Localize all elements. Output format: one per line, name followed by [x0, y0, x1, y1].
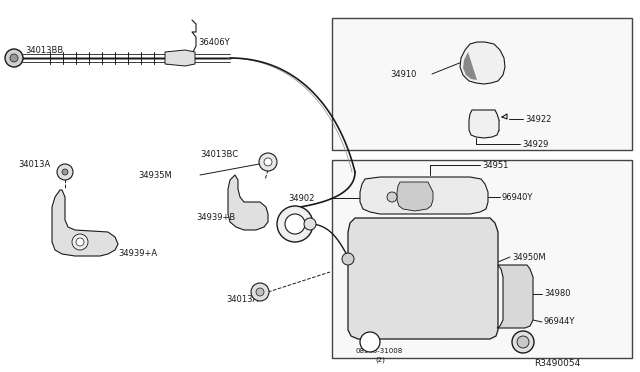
Text: 34935M: 34935M — [138, 170, 172, 180]
Circle shape — [387, 192, 397, 202]
Text: 34939+A: 34939+A — [118, 250, 157, 259]
Circle shape — [264, 158, 272, 166]
Circle shape — [259, 153, 277, 171]
Circle shape — [285, 214, 305, 234]
Text: (2): (2) — [375, 357, 385, 363]
Text: 34922: 34922 — [525, 115, 552, 124]
Circle shape — [5, 49, 23, 67]
Text: 34013BC: 34013BC — [200, 150, 238, 158]
Polygon shape — [348, 218, 498, 339]
Polygon shape — [463, 52, 477, 80]
Text: 2: 2 — [367, 337, 372, 346]
Text: 34950M: 34950M — [512, 253, 546, 262]
Text: 36406Y: 36406Y — [198, 38, 230, 46]
Circle shape — [251, 283, 269, 301]
Bar — [332, 18, 632, 150]
Circle shape — [512, 331, 534, 353]
Circle shape — [277, 206, 313, 242]
Text: 34013A: 34013A — [226, 295, 259, 305]
Text: 34951: 34951 — [482, 160, 508, 170]
Text: 34013BB: 34013BB — [25, 45, 63, 55]
Polygon shape — [469, 110, 499, 138]
Text: 34902: 34902 — [288, 193, 314, 202]
Text: 08543-31008: 08543-31008 — [355, 348, 403, 354]
Circle shape — [57, 164, 73, 180]
Circle shape — [360, 332, 380, 352]
Polygon shape — [165, 50, 195, 66]
Circle shape — [256, 288, 264, 296]
Text: 34980: 34980 — [544, 289, 570, 298]
Circle shape — [342, 253, 354, 265]
Text: R3490054: R3490054 — [534, 359, 580, 369]
Polygon shape — [397, 182, 433, 211]
Text: 34013A: 34013A — [18, 160, 51, 169]
Circle shape — [517, 336, 529, 348]
Circle shape — [76, 238, 84, 246]
Polygon shape — [497, 265, 533, 328]
Text: 34929: 34929 — [522, 140, 548, 148]
Circle shape — [62, 169, 68, 175]
Text: 34939+B: 34939+B — [196, 212, 236, 221]
Polygon shape — [460, 42, 505, 84]
Circle shape — [72, 234, 88, 250]
Text: 96944Y: 96944Y — [544, 317, 575, 327]
Polygon shape — [52, 190, 118, 256]
Polygon shape — [360, 177, 488, 214]
Circle shape — [304, 218, 316, 230]
Circle shape — [10, 54, 18, 62]
Text: 96940Y: 96940Y — [502, 192, 533, 202]
Polygon shape — [228, 175, 268, 230]
Bar — [332, 160, 632, 358]
Text: 34910: 34910 — [390, 70, 417, 78]
